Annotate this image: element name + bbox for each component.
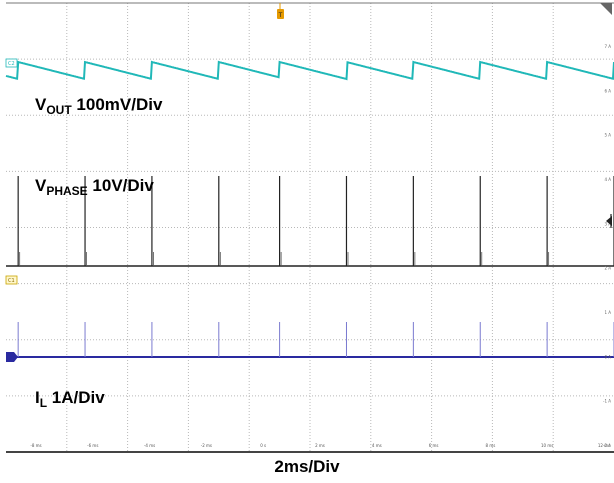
corner-marker-icon: [600, 3, 612, 15]
il-label-rest: 1A/Div: [47, 388, 105, 407]
phase-label-sub: PHASE: [46, 184, 87, 198]
vout-label-rest: 100mV/Div: [72, 95, 163, 114]
time-axis-ticks: -8 ms -6 ms -4 ms -2 ms 0 s 2 ms 4 ms 6 ms 8 ms 1…: [30, 443, 610, 448]
right-tick-label: 7 A: [604, 44, 611, 49]
right-tick-label: -1 A: [603, 399, 611, 404]
trigger-marker: T: [277, 3, 284, 19]
phase-label-main: V: [35, 176, 47, 195]
ch1-tag-text: C1: [8, 278, 15, 284]
x-tick-label: -4 ms: [144, 443, 155, 448]
timebase-label: 2ms/Div: [274, 457, 340, 476]
ch1-tag: C1: [5, 275, 18, 285]
right-tick-label: 5 A: [604, 133, 611, 138]
x-tick-label: 4 ms: [372, 443, 382, 448]
il-ground-marker-icon: [6, 352, 18, 362]
ch2-tag-text: C2: [8, 61, 15, 67]
x-tick-label: 0 s: [260, 443, 266, 448]
il-annotation: IL 1A/Div: [35, 388, 105, 410]
right-tick-label: -2 A: [603, 443, 611, 448]
right-tick-label: 1 A: [604, 310, 611, 315]
x-tick-label: -8 ms: [30, 443, 41, 448]
right-tick-label: 2 A: [604, 266, 611, 271]
il-label-sub: L: [40, 396, 47, 410]
vout-label-sub: OUT: [46, 103, 72, 117]
oscilloscope-screen: -8 ms -6 ms -4 ms -2 ms 0 s 2 ms 4 ms 6 ms 8 ms 1…: [5, 2, 614, 453]
right-axis-ticks: 7 A 6 A 5 A 4 A 3 A 2 A 1 A 0 A -1 A -2 A: [603, 44, 611, 448]
waveform-traces: [5, 60, 614, 358]
x-tick-label: 8 ms: [486, 443, 496, 448]
right-tick-label: 4 A: [604, 177, 611, 182]
right-tick-label: 6 A: [604, 88, 611, 93]
x-tick-label: -6 ms: [87, 443, 98, 448]
phase-annotation: VPHASE 10V/Div: [35, 176, 154, 198]
vout-trace: [5, 60, 614, 81]
graticule: [6, 3, 614, 452]
right-tick-label: 3 A: [604, 221, 611, 226]
x-tick-label: 12 ms: [598, 443, 610, 448]
vout-label-main: V: [35, 95, 47, 114]
x-tick-label: 6 ms: [429, 443, 439, 448]
il-label-main: I: [35, 388, 40, 407]
x-tick-label: -2 ms: [201, 443, 212, 448]
ch2-tag: C2: [5, 58, 18, 68]
vout-annotation: VOUT 100mV/Div: [35, 95, 163, 117]
right-tick-label: 0 A: [604, 354, 611, 359]
x-tick-label: 10 ms: [541, 443, 553, 448]
phase-label-rest: 10V/Div: [88, 176, 155, 195]
svg-text:T: T: [278, 12, 283, 19]
x-tick-label: 2 ms: [315, 443, 325, 448]
